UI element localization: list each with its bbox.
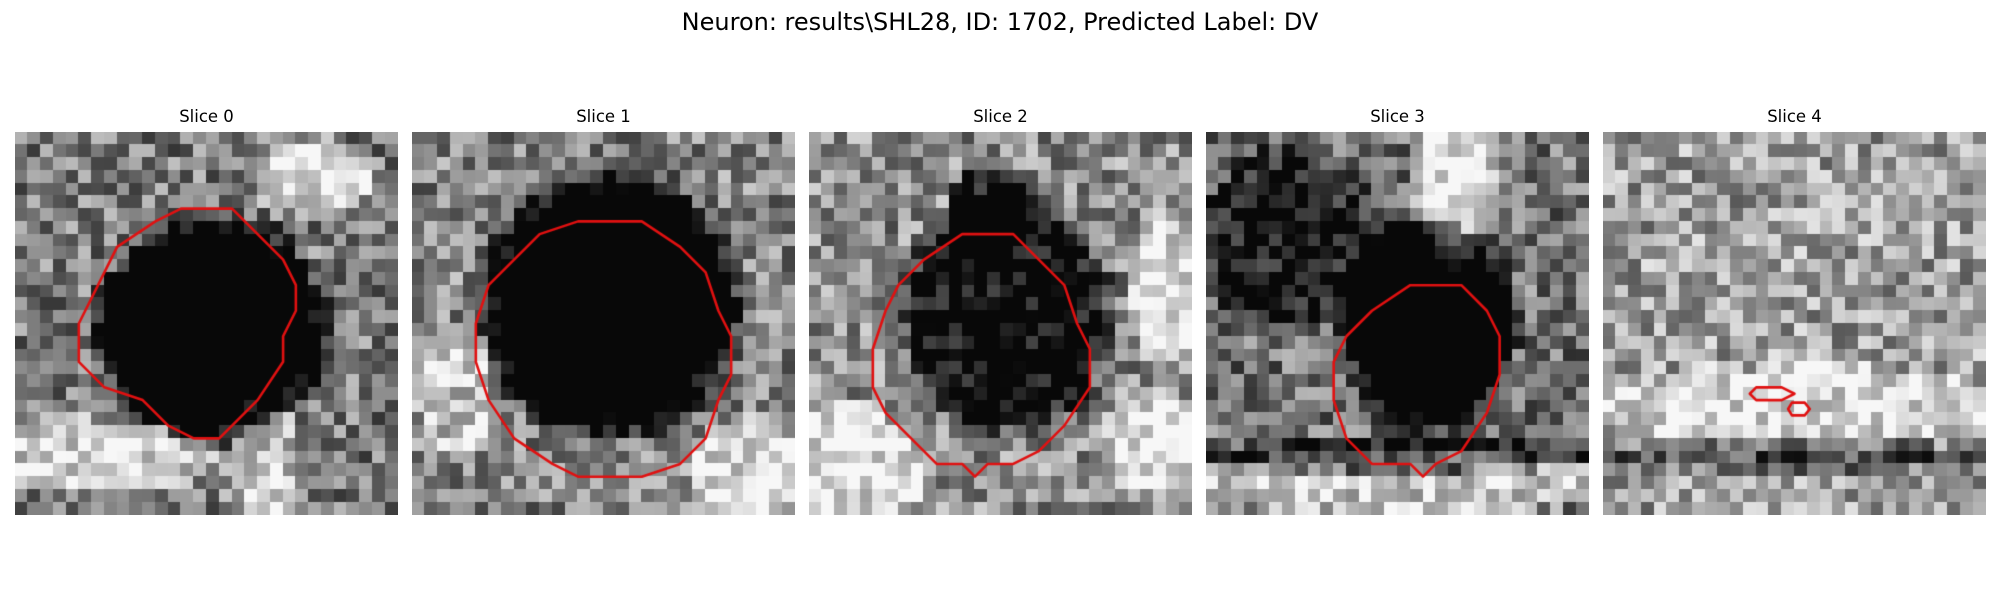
slice-image-3 <box>1206 132 1589 515</box>
slice-image-4 <box>1603 132 1986 515</box>
slice-panel-0: Slice 0 <box>15 106 398 515</box>
slice-title-2: Slice 2 <box>973 107 1028 126</box>
slice-panel-3: Slice 3 <box>1206 106 1589 515</box>
slice-image-0 <box>15 132 398 515</box>
figure-title: Neuron: results\SHL28, ID: 1702, Predict… <box>681 8 1319 36</box>
slice-title-4: Slice 4 <box>1767 107 1822 126</box>
slice-title-0: Slice 0 <box>179 107 234 126</box>
slice-title-3: Slice 3 <box>1370 107 1425 126</box>
slice-panel-4: Slice 4 <box>1603 106 1986 515</box>
slice-panel-1: Slice 1 <box>412 106 795 515</box>
slice-image-2 <box>809 132 1192 515</box>
slice-image-1 <box>412 132 795 515</box>
slice-panel-2: Slice 2 <box>809 106 1192 515</box>
slice-title-1: Slice 1 <box>576 107 631 126</box>
